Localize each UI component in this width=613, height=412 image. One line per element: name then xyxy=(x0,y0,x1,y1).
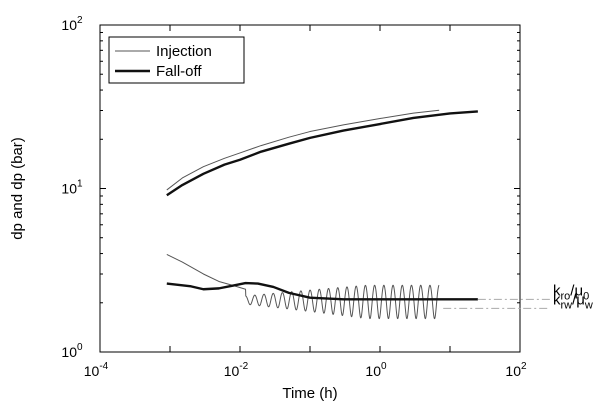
legend-label: Injection xyxy=(156,43,212,60)
y-tick-label: 101 xyxy=(61,179,83,197)
series-injection-derivative xyxy=(166,254,440,320)
annotation-label: kro/μ0 xyxy=(553,282,589,302)
series-injection-pressure xyxy=(166,109,440,191)
annotation-label: krw/μw xyxy=(553,291,593,311)
axis-ticks: 10-4 10-2 100 102 100 101 102 xyxy=(61,15,527,379)
x-axis-title: Time (h) xyxy=(282,385,337,402)
legend: Injection Fall-off xyxy=(108,36,245,84)
y-tick-label: 102 xyxy=(61,15,83,33)
series-fall-off-pressure xyxy=(166,110,478,197)
y-tick-label: 100 xyxy=(61,342,83,360)
x-tick-label: 10-4 xyxy=(84,361,109,379)
legend-box xyxy=(108,36,245,84)
x-tick-label: 100 xyxy=(365,361,387,379)
series-layer xyxy=(166,109,478,320)
series-fall-off-derivative xyxy=(166,281,478,301)
y-axis-title: dp and dp (bar) xyxy=(9,137,26,240)
legend-label: Fall-off xyxy=(156,63,202,80)
x-tick-label: 10-2 xyxy=(224,361,249,379)
x-tick-label: 102 xyxy=(505,361,527,379)
